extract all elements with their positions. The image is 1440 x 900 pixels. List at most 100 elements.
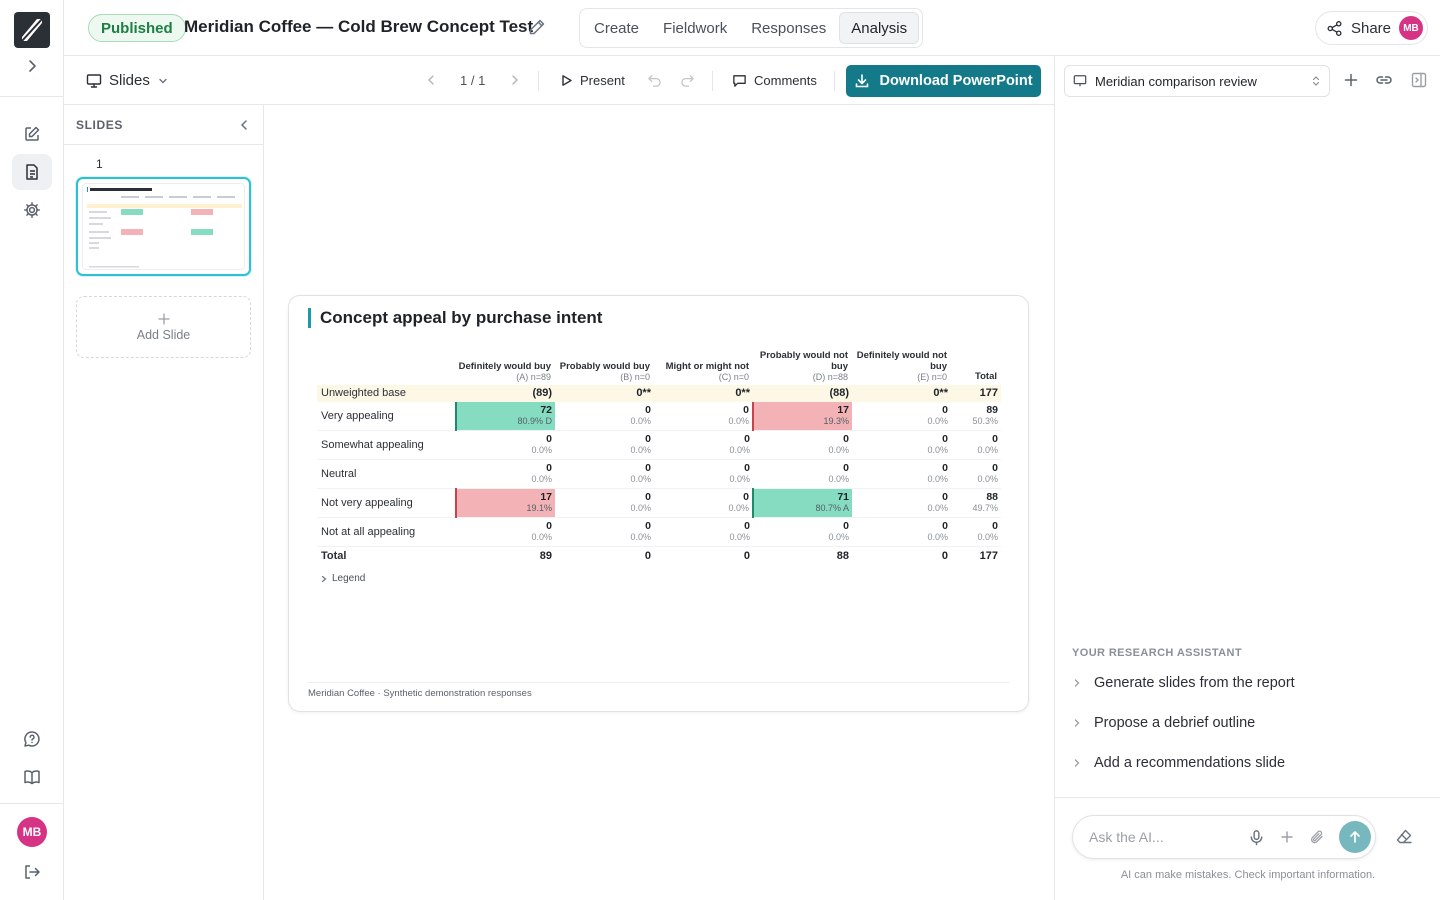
- data-cell[interactable]: 0 0.0%: [951, 430, 1001, 460]
- data-cell[interactable]: 0 0.0%: [654, 459, 753, 489]
- cell-count: 0: [645, 433, 651, 445]
- project-title: Meridian Coffee — Cold Brew Concept Test: [184, 17, 534, 36]
- data-cell[interactable]: 0 0.0%: [555, 517, 654, 547]
- rail-divider: [0, 803, 63, 804]
- rail-help-button[interactable]: [12, 721, 52, 757]
- data-cell[interactable]: 0 0.0%: [951, 517, 1001, 547]
- data-cell[interactable]: 0 0.0%: [555, 488, 654, 518]
- column-base: (C) n=0: [718, 372, 749, 382]
- undo-button[interactable]: [647, 73, 662, 88]
- avatar: MB: [1399, 16, 1423, 40]
- chevron-right-icon: [1074, 759, 1080, 767]
- row-label: Neutral: [317, 459, 456, 489]
- conversation-select[interactable]: Meridian comparison review: [1064, 65, 1330, 97]
- data-cell[interactable]: 0 0.0%: [753, 517, 852, 547]
- redo-button[interactable]: [680, 73, 695, 88]
- cell-percent: 0.0%: [728, 415, 749, 426]
- expand-rail-button[interactable]: [12, 48, 52, 84]
- data-cell[interactable]: 0 0.0%: [456, 459, 555, 489]
- tab-responses[interactable]: Responses: [751, 19, 827, 37]
- rail-report-button[interactable]: [12, 154, 52, 190]
- send-button[interactable]: [1339, 821, 1371, 853]
- logout-button[interactable]: [12, 854, 52, 890]
- data-cell[interactable]: 0 0.0%: [456, 430, 555, 460]
- status-badge: Published: [88, 14, 186, 42]
- slide[interactable]: Concept appeal by purchase intent Defini…: [288, 295, 1029, 712]
- data-cell[interactable]: 0 0.0%: [555, 430, 654, 460]
- slide-thumbnail[interactable]: [76, 177, 251, 276]
- row-label: Very appealing: [317, 401, 456, 431]
- collapse-panel-button[interactable]: [1410, 71, 1428, 89]
- rail-user-avatar[interactable]: MB: [12, 814, 52, 850]
- share-button[interactable]: Share MB: [1314, 11, 1428, 45]
- data-cell[interactable]: 0 0.0%: [654, 401, 753, 431]
- data-cell[interactable]: 0 0.0%: [654, 488, 753, 518]
- play-icon: [562, 75, 572, 86]
- book-icon: [24, 770, 40, 785]
- rail-docs-button[interactable]: [12, 759, 52, 795]
- data-cell[interactable]: 0 0.0%: [753, 430, 852, 460]
- unweighted-base-row: Unweighted base (89) 0** 0** (88) 0** 177: [317, 384, 1001, 402]
- add-context-button[interactable]: [1279, 829, 1295, 845]
- download-powerpoint-button[interactable]: Download PowerPoint: [846, 65, 1041, 97]
- prev-slide-button[interactable]: [424, 73, 438, 87]
- data-cell[interactable]: 17 19.1%: [455, 488, 555, 518]
- data-cell[interactable]: 0 0.0%: [654, 430, 753, 460]
- data-cell[interactable]: 17 19.3%: [752, 401, 852, 431]
- tab-analysis[interactable]: Analysis: [839, 12, 920, 44]
- collapse-slides-button[interactable]: [237, 118, 251, 132]
- data-cell[interactable]: 0 0.0%: [555, 401, 654, 431]
- toolbar-divider: [712, 71, 713, 91]
- main-tabs: Create Fieldwork Responses Analysis: [579, 8, 924, 48]
- data-cell[interactable]: 72 80.9% D: [455, 401, 555, 431]
- slides-toolbar: Slides 1 / 1 Present Comments Download P…: [64, 56, 1054, 105]
- attach-button[interactable]: [1309, 829, 1325, 845]
- data-cell[interactable]: 0 0.0%: [951, 459, 1001, 489]
- copy-link-button[interactable]: [1375, 71, 1393, 89]
- suggestion-item[interactable]: Propose a debrief outline: [1072, 715, 1255, 731]
- data-cell[interactable]: 0 0.0%: [852, 401, 951, 431]
- cell-count: 0: [744, 433, 750, 445]
- gear-icon: [24, 202, 40, 218]
- slide-title[interactable]: Concept appeal by purchase intent: [308, 308, 602, 328]
- data-cell[interactable]: 0 0.0%: [456, 517, 555, 547]
- thumbnail-image: [87, 187, 242, 268]
- present-label: Present: [580, 73, 625, 88]
- comments-button[interactable]: Comments: [732, 73, 817, 88]
- data-cell[interactable]: 0 0.0%: [753, 459, 852, 489]
- edit-title-button[interactable]: [528, 18, 546, 36]
- app-logo[interactable]: [14, 12, 50, 48]
- add-slide-button[interactable]: Add Slide: [76, 296, 251, 358]
- suggestion-item[interactable]: Generate slides from the report: [1072, 675, 1295, 691]
- plus-icon: [1344, 73, 1358, 87]
- tab-create[interactable]: Create: [594, 19, 640, 37]
- data-cell[interactable]: 88 49.7%: [951, 488, 1001, 518]
- data-cell[interactable]: 71 80.7% A: [752, 488, 852, 518]
- document-icon: [26, 164, 38, 180]
- data-cell[interactable]: 0 0.0%: [852, 517, 951, 547]
- share-label: Share: [1350, 19, 1391, 37]
- next-slide-button[interactable]: [508, 73, 522, 87]
- voice-input-button[interactable]: [1248, 829, 1265, 846]
- data-cell[interactable]: 0 0.0%: [852, 459, 951, 489]
- suggestion-item[interactable]: Add a recommendations slide: [1072, 755, 1285, 771]
- new-conversation-button[interactable]: [1342, 71, 1360, 89]
- cell-percent: 0.0%: [729, 445, 750, 455]
- data-cell[interactable]: 0 0.0%: [654, 517, 753, 547]
- tab-fieldwork[interactable]: Fieldwork: [663, 19, 728, 37]
- ask-ai-input[interactable]: [1089, 829, 1234, 845]
- data-cell[interactable]: 0 0.0%: [852, 488, 951, 518]
- present-button[interactable]: Present: [560, 73, 625, 88]
- table-row: Very appealing 72 80.9% D 0 0.0% 0 0.0% 17 19.3%…: [317, 401, 1001, 431]
- rail-edit-button[interactable]: [12, 116, 52, 152]
- data-cell[interactable]: 89 50.3%: [951, 401, 1001, 431]
- cell-count: 0: [942, 491, 948, 503]
- legend-label: Legend: [332, 573, 366, 584]
- data-cell[interactable]: 0 0.0%: [555, 459, 654, 489]
- data-cell[interactable]: 0 0.0%: [852, 430, 951, 460]
- rail-settings-button[interactable]: [12, 192, 52, 228]
- column-label: Definitely would not buy: [856, 350, 947, 372]
- legend-toggle[interactable]: Legend: [320, 573, 365, 584]
- view-selector[interactable]: Slides: [86, 72, 169, 89]
- clear-chat-button[interactable]: [1395, 828, 1413, 846]
